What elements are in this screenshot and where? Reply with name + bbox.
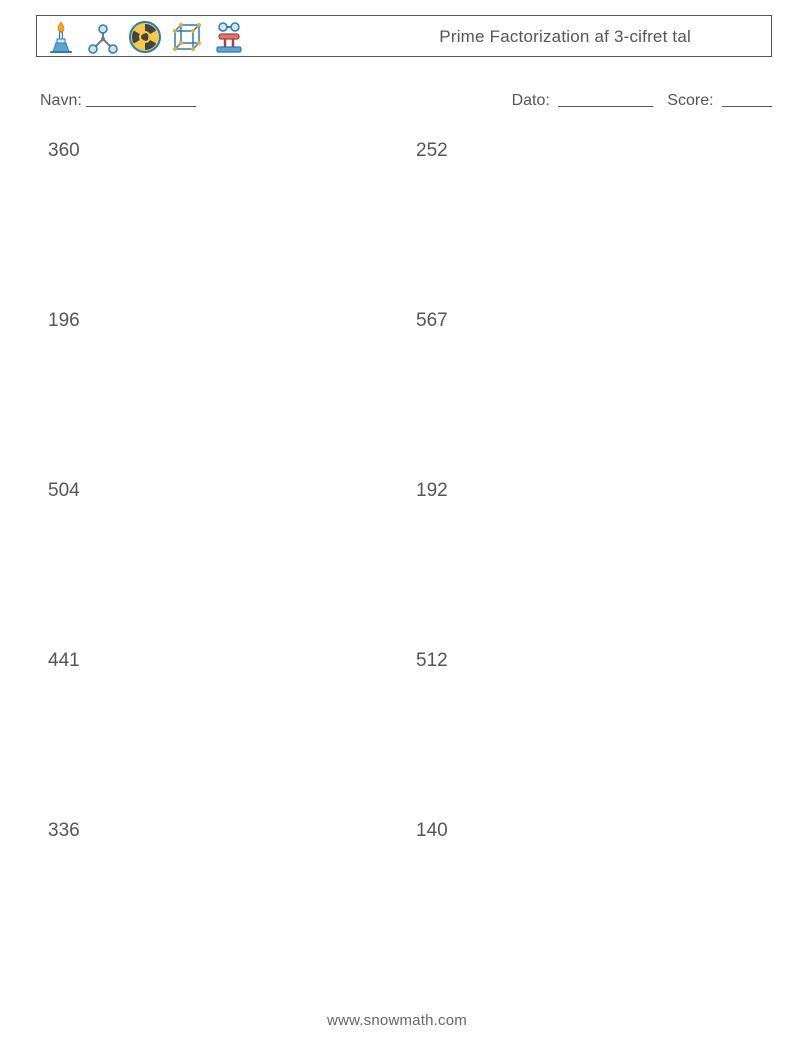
cube-icon [169,19,205,55]
meta-date: Dato: [512,86,654,110]
footer: www.snowmath.com [0,1012,794,1029]
problem-left: 360 [48,140,80,162]
burner-icon [43,19,79,55]
molecule-icon [85,19,121,55]
worksheet-title: Prime Factorization af 3-cifret tal [439,16,691,58]
problem-row: 196 567 [36,300,772,470]
problem-row: 441 512 [36,640,772,810]
date-blank[interactable] [558,88,653,107]
meta-score: Score: [667,86,772,110]
radiation-icon [127,19,163,55]
problem-left: 504 [48,480,80,502]
problem-right: 252 [416,140,448,162]
problem-left: 336 [48,820,80,842]
header-box: Prime Factorization af 3-cifret tal [36,15,772,57]
problem-row: 504 192 [36,470,772,640]
microscope-icon [211,19,247,55]
problem-row: 360 252 [36,130,772,300]
problem-right: 140 [416,820,448,842]
problem-left: 196 [48,310,80,332]
problems-grid: 360 252 196 567 504 192 441 512 336 140 [36,130,772,980]
meta-name: Navn: [40,86,196,110]
header-icons [43,16,247,58]
problem-right: 512 [416,650,448,672]
footer-text: www.snowmath.com [327,1012,467,1029]
name-label: Navn: [40,92,82,110]
name-blank[interactable] [86,88,196,107]
meta-row: Navn: Dato: Score: [36,86,772,114]
problem-right: 192 [416,480,448,502]
worksheet-page: Prime Factorization af 3-cifret tal Navn… [0,0,794,1053]
score-blank[interactable] [722,88,772,107]
problem-left: 441 [48,650,80,672]
score-label: Score: [667,92,713,109]
problem-row: 336 140 [36,810,772,980]
date-label: Dato: [512,92,550,109]
problem-right: 567 [416,310,448,332]
